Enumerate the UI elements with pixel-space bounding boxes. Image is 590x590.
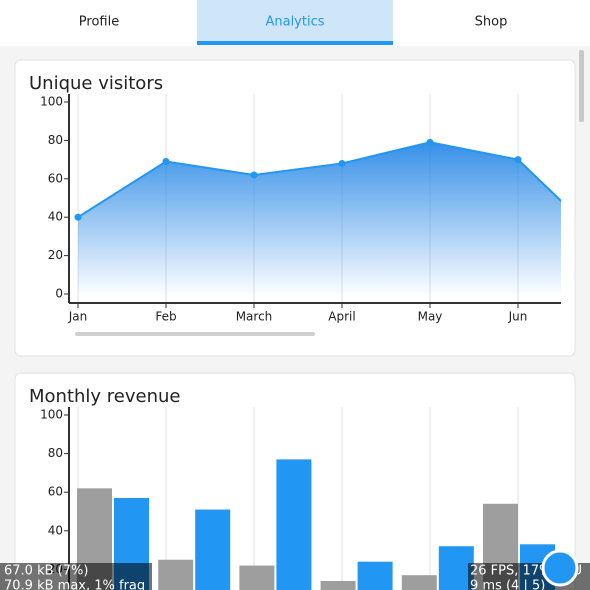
tab-indicator bbox=[197, 41, 393, 45]
point bbox=[426, 138, 434, 146]
point bbox=[338, 159, 346, 167]
y-tick-label: 80 bbox=[48, 133, 63, 147]
overlay-text: 70.9 kB max, 1% frag bbox=[4, 579, 145, 590]
point bbox=[514, 156, 522, 164]
scrollbar[interactable] bbox=[579, 50, 584, 122]
bar bbox=[438, 546, 474, 590]
bar bbox=[401, 575, 437, 590]
overlay-text: 67.0 kB (7%) bbox=[4, 564, 88, 579]
tab[interactable]: Profile bbox=[79, 15, 119, 30]
tab[interactable]: Analytics bbox=[265, 15, 324, 30]
x-tick-label: April bbox=[328, 310, 355, 324]
chart-title: Unique visitors bbox=[29, 73, 163, 94]
y-tick-label: 20 bbox=[48, 248, 63, 262]
tab[interactable]: Shop bbox=[475, 15, 508, 30]
y-tick-label: 60 bbox=[48, 171, 63, 185]
fab-button[interactable] bbox=[541, 549, 579, 587]
overlay-bg bbox=[0, 563, 152, 590]
point bbox=[162, 158, 170, 166]
point bbox=[74, 213, 82, 221]
y-tick-label: 40 bbox=[48, 210, 63, 224]
y-tick-label: 100 bbox=[40, 408, 63, 422]
y-tick-label: 100 bbox=[40, 95, 63, 109]
overlay-text: 9 ms (4 | 5) bbox=[470, 579, 545, 590]
bar bbox=[357, 561, 393, 590]
x-tick-label: Feb bbox=[155, 310, 176, 324]
debug-overlay: 67.0 kB (7%) 70.9 kB max, 1% frag 26 FPS… bbox=[0, 549, 590, 590]
bar bbox=[276, 459, 312, 590]
y-tick-label: 60 bbox=[48, 485, 63, 499]
bar bbox=[320, 580, 356, 590]
x-tick-label: Jun bbox=[508, 310, 528, 324]
x-tick-label: March bbox=[236, 310, 273, 324]
bar bbox=[195, 509, 231, 590]
h-scrollbar[interactable] bbox=[75, 332, 315, 336]
x-tick-label: Jan bbox=[68, 310, 88, 324]
bar bbox=[158, 559, 194, 590]
area bbox=[78, 142, 561, 294]
active-tab-bg bbox=[197, 0, 393, 44]
y-tick-label: 40 bbox=[48, 523, 63, 537]
y-tick-label: 0 bbox=[55, 287, 63, 301]
chart: 0 20 40 60 80 100 Jan Feb March April May Jun bbox=[40, 94, 561, 324]
point bbox=[250, 171, 258, 179]
y-tick-label: 80 bbox=[48, 446, 63, 460]
chart-title: Monthly revenue bbox=[29, 386, 181, 407]
bar bbox=[239, 565, 275, 590]
plot bbox=[74, 138, 561, 294]
x-tick-label: May bbox=[418, 310, 443, 324]
